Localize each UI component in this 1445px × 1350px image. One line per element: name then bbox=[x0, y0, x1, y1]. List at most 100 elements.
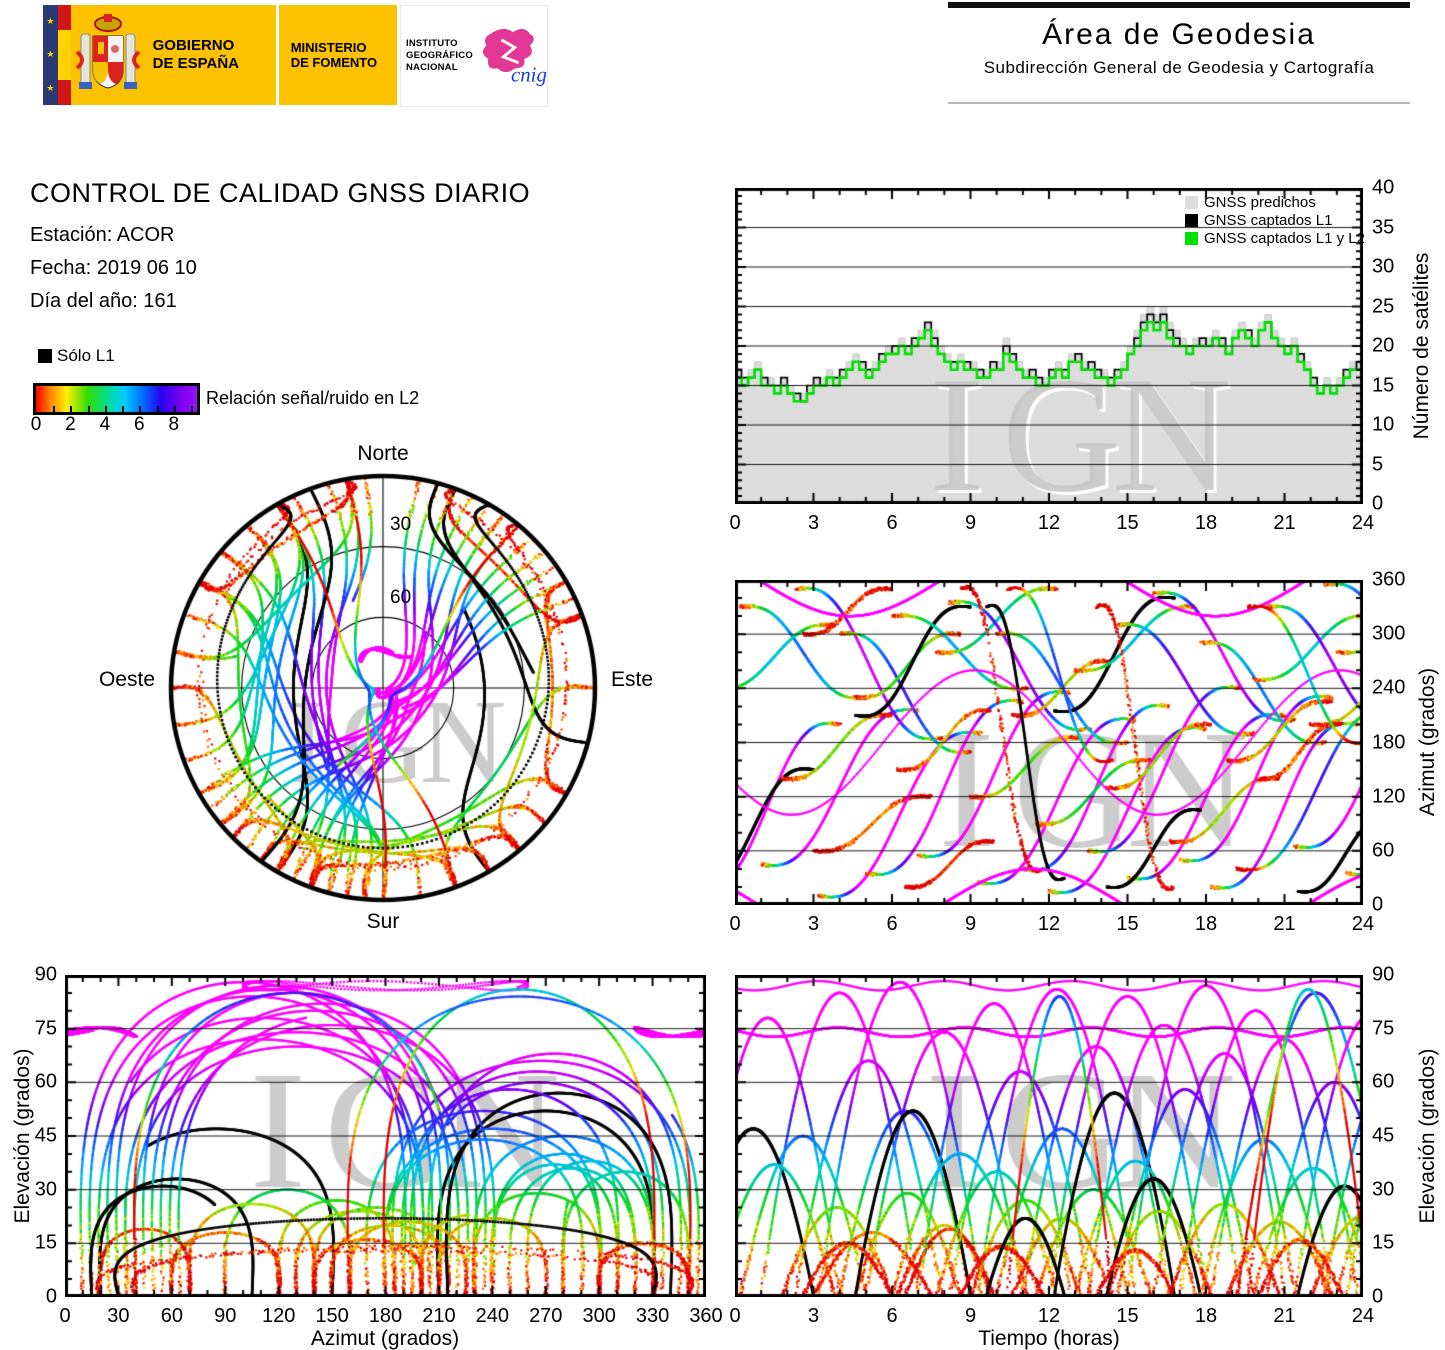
y-tick-label: 30 bbox=[34, 1178, 57, 1201]
x-tick-label: 150 bbox=[315, 1305, 349, 1327]
x-tick-label: 15 bbox=[1116, 913, 1139, 935]
x-tick-label: 90 bbox=[214, 1305, 237, 1327]
x-tick-label: 18 bbox=[1194, 512, 1218, 534]
x-tick-label: 6 bbox=[886, 913, 898, 935]
y-tick-label: 15 bbox=[1372, 1231, 1395, 1254]
eu-flag-strip-icon: ★ ★ ★ bbox=[43, 5, 58, 105]
y-tick-label: 0 bbox=[1372, 893, 1384, 916]
y-tick-label: 90 bbox=[1372, 963, 1395, 986]
y-tick-label: 75 bbox=[34, 1017, 57, 1040]
x-tick-label: 6 bbox=[886, 512, 898, 534]
elaz-chart-x-title: Azimut (grados) bbox=[310, 1327, 460, 1350]
star-icon: ★ bbox=[46, 82, 55, 93]
snr-colorbar bbox=[33, 383, 200, 415]
elevation-time-chart: Elevación (grados) Tiempo (horas) 0 3 6 9 12… bbox=[729, 964, 1439, 1350]
y-tick-label: 25 bbox=[1372, 295, 1395, 317]
skyplot-canvas bbox=[163, 468, 603, 908]
compass-north-label: Norte bbox=[357, 442, 409, 465]
area-header: Área de Geodesia Subdirección General de… bbox=[948, 2, 1410, 104]
y-tick-label: 360 bbox=[1372, 568, 1406, 591]
legend-swatch-gray bbox=[1185, 195, 1198, 209]
x-tick-label: 12 bbox=[1037, 1305, 1061, 1327]
compass-south-label: Sur bbox=[366, 910, 400, 933]
government-logo-block: ★ ★ ★ bbox=[43, 5, 548, 107]
y-tick-label: 10 bbox=[1372, 413, 1395, 436]
elt-chart-x-title: Tiempo (horas) bbox=[978, 1327, 1120, 1350]
gobierno-line2: DE ESPAÑA bbox=[152, 55, 240, 72]
colorbar-tick bbox=[87, 406, 90, 412]
compass-east-label: Este bbox=[611, 668, 654, 691]
x-tick-label: 21 bbox=[1273, 1305, 1296, 1327]
star-icon: ★ bbox=[46, 16, 55, 27]
y-tick-label: 90 bbox=[34, 963, 57, 986]
y-tick-label: 0 bbox=[45, 1285, 57, 1308]
colorbar-tick bbox=[173, 406, 176, 412]
colorbar-tick bbox=[156, 406, 159, 412]
legend-label-predicted: GNSS predichos bbox=[1204, 193, 1316, 211]
legend-row-l1l2: GNSS captados L1 y L2 bbox=[1185, 229, 1365, 247]
x-tick-label: 12 bbox=[1037, 512, 1061, 534]
gobierno-text: GOBIERNO DE ESPAÑA bbox=[153, 37, 239, 72]
colorbar-number: 8 bbox=[168, 414, 180, 435]
legend-label-l1l2: GNSS captados L1 y L2 bbox=[1204, 229, 1365, 247]
x-tick-label: 24 bbox=[1351, 913, 1375, 935]
y-tick-label: 15 bbox=[34, 1231, 57, 1254]
y-tick-label: 60 bbox=[1372, 1070, 1395, 1093]
x-tick-label: 18 bbox=[1194, 1305, 1218, 1327]
x-tick-label: 30 bbox=[107, 1305, 130, 1327]
colorbar-number: 4 bbox=[99, 414, 111, 435]
cnig-word: cnig bbox=[511, 63, 547, 87]
colorbar-tick bbox=[122, 406, 125, 412]
x-tick-label: 6 bbox=[886, 1305, 898, 1327]
ministerio-text: MINISTERIO DE FOMENTO bbox=[291, 40, 377, 71]
black-square-icon bbox=[38, 349, 52, 363]
x-tick-label: 360 bbox=[689, 1305, 723, 1327]
y-tick-label: 0 bbox=[1372, 492, 1384, 515]
elevation-azimuth-canvas bbox=[65, 975, 706, 1297]
x-tick-label: 9 bbox=[964, 1305, 977, 1327]
ign-box: INSTITUTO GEOGRÁFICO NACIONAL cnig bbox=[400, 5, 548, 107]
ign-text: INSTITUTO GEOGRÁFICO NACIONAL bbox=[406, 38, 473, 74]
legend-swatch-green bbox=[1185, 231, 1198, 245]
spain-flag-strip-icon bbox=[57, 5, 71, 105]
ring-label-60: 60 bbox=[390, 587, 412, 608]
y-tick-label: 30 bbox=[1372, 1178, 1395, 1201]
ign-line2: GEOGRÁFICO bbox=[406, 50, 473, 62]
star-icon: ★ bbox=[46, 49, 55, 60]
ign-line1: INSTITUTO bbox=[406, 38, 458, 50]
y-tick-label: 35 bbox=[1372, 216, 1395, 238]
legend-swatch-black bbox=[1185, 213, 1198, 227]
x-tick-label: 9 bbox=[964, 913, 977, 935]
y-tick-label: 45 bbox=[1372, 1124, 1395, 1147]
cnig-logo-icon: cnig bbox=[482, 28, 547, 87]
colorbar-tick bbox=[70, 406, 73, 412]
date-label: Fecha: 2019 06 10 bbox=[30, 257, 197, 279]
y-tick-label: 15 bbox=[1372, 374, 1395, 396]
y-tick-label: 40 bbox=[1372, 176, 1395, 199]
y-tick-label: 240 bbox=[1372, 676, 1406, 699]
doy-label: Día del año: 161 bbox=[30, 290, 177, 312]
ministerio-line1: MINISTERIO bbox=[290, 39, 367, 55]
x-tick-label: 3 bbox=[807, 1305, 820, 1327]
y-tick-label: 45 bbox=[34, 1124, 57, 1147]
elt-chart-y-title: Elevación (grados) bbox=[1416, 1048, 1439, 1224]
x-tick-label: 12 bbox=[1037, 913, 1061, 935]
x-tick-label: 15 bbox=[1116, 1305, 1139, 1327]
area-title: Área de Geodesia bbox=[1042, 18, 1316, 51]
y-tick-label: 60 bbox=[1372, 839, 1395, 862]
colorbar-tick bbox=[190, 406, 193, 412]
x-tick-label: 18 bbox=[1194, 913, 1218, 935]
ministerio-line2: DE FOMENTO bbox=[290, 55, 378, 70]
azimuth-time-chart: Azimut (grados) 0 3 6 9 12 15 18 21 24 0 60 120 180 2… bbox=[729, 569, 1439, 936]
x-tick-label: 3 bbox=[807, 512, 820, 534]
legend-label-l1: GNSS captados L1 bbox=[1204, 211, 1333, 229]
x-tick-label: 240 bbox=[475, 1305, 510, 1327]
x-tick-label: 0 bbox=[59, 1305, 71, 1327]
ring-label-30: 30 bbox=[390, 514, 412, 535]
x-tick-label: 24 bbox=[1351, 1305, 1375, 1327]
satellite-count-chart: Número de satélites GNSS predichos GNSS … bbox=[729, 177, 1433, 535]
x-tick-label: 210 bbox=[422, 1305, 456, 1327]
colorbar-tick bbox=[53, 406, 56, 412]
x-tick-label: 21 bbox=[1273, 913, 1296, 935]
